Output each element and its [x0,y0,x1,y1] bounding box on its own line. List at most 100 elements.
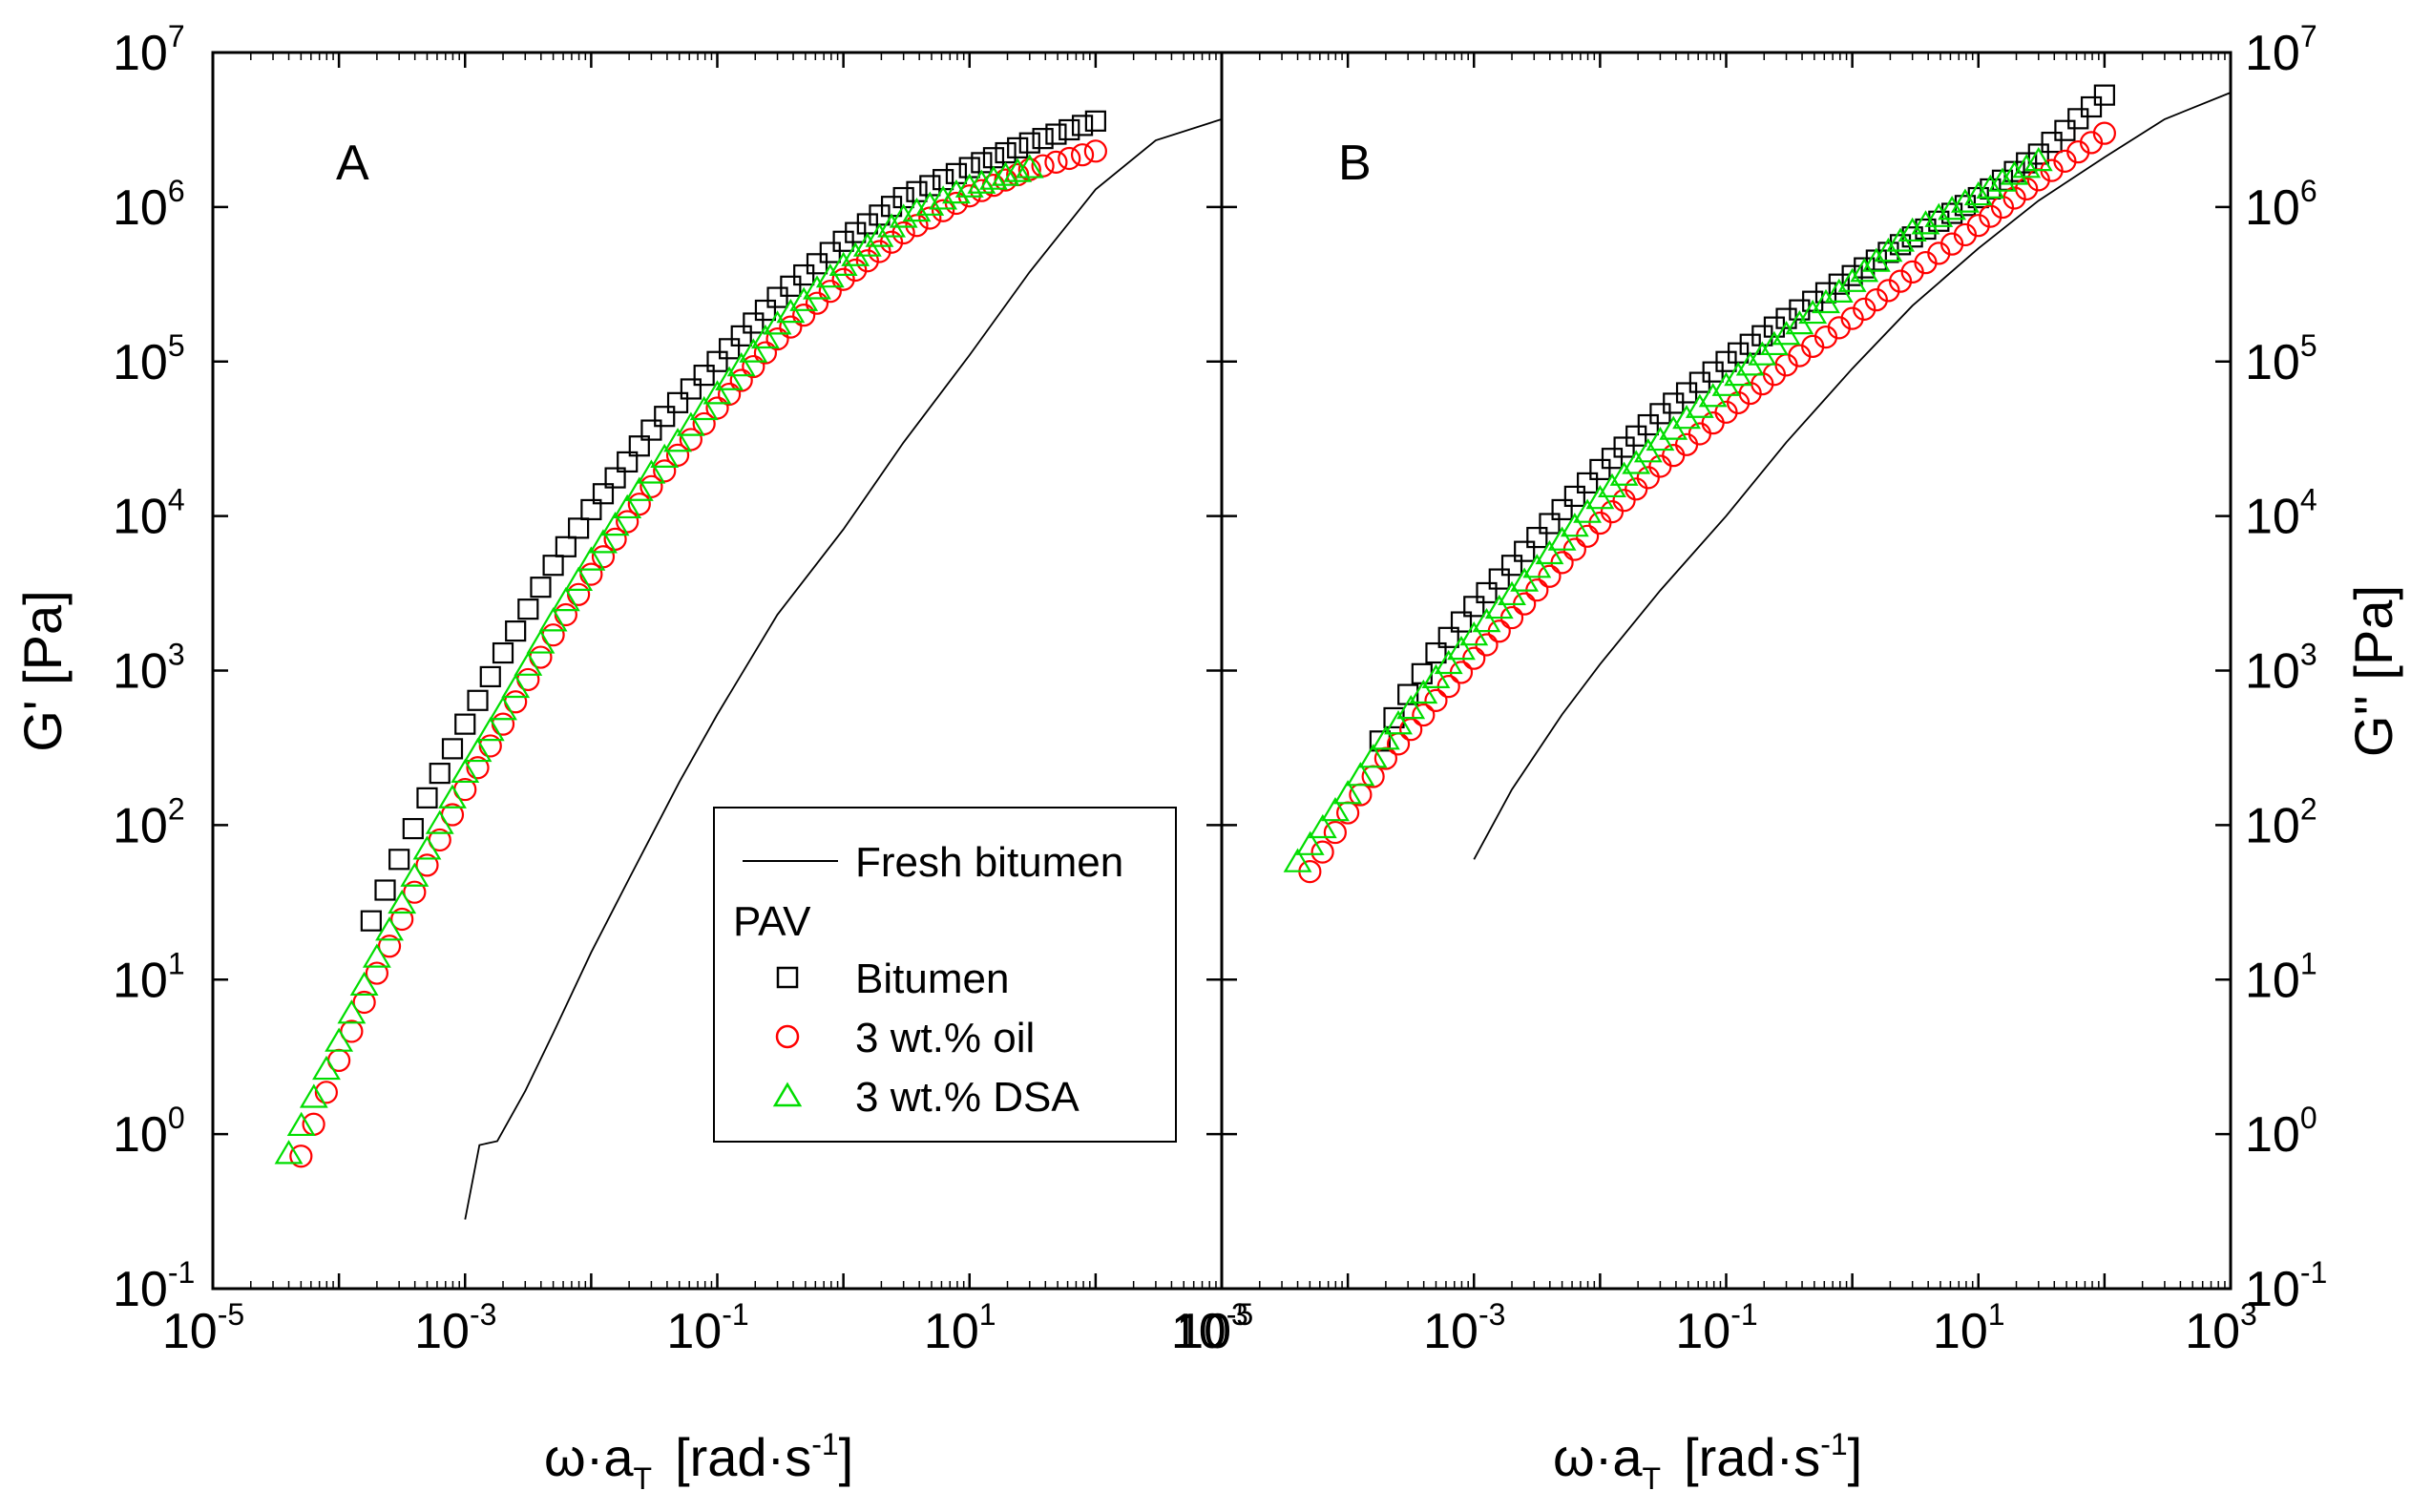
marker-circle-oil [390,907,414,932]
marker-triangle-dsa [902,197,932,222]
marker-square-bitumen [995,141,1017,164]
marker-circle-oil [879,230,904,254]
marker-triangle-dsa [1384,710,1413,735]
marker-triangle-dsa [689,395,719,421]
panel-B-y-axis-title: G'' [Pa] [2343,585,2403,757]
marker-triangle-dsa [286,1111,316,1137]
marker-square-bitumen [530,577,552,598]
marker-square-bitumen [1589,458,1611,480]
marker-circle-oil [1966,214,1990,238]
marker-square-bitumen [580,498,602,521]
marker-triangle-dsa [1547,526,1577,551]
marker-circle-oil [729,368,753,392]
marker-triangle-dsa [739,338,768,363]
marker-triangle-dsa [489,696,517,721]
panel-A: 10-5 10-3 10-1 101 103 10-1 100 101 102 103 104 105… [12,19,1248,1359]
marker-triangle-dsa [2000,160,2029,185]
marker-square-bitumen [806,253,828,275]
marker-triangle-dsa [551,586,580,612]
marker-circle-oil [1070,143,1095,167]
marker-triangle-dsa [803,275,831,300]
marker-triangle-dsa [954,173,984,198]
marker-square-bitumen [1514,540,1536,562]
y-tick-label-left: 106 [113,174,185,236]
marker-triangle-dsa [789,286,819,311]
marker-square-bitumen [640,419,662,441]
marker-triangle-dsa [1622,450,1651,474]
marker-triangle-dsa [763,310,792,335]
marker-triangle-dsa [1484,594,1514,620]
marker-circle-oil [905,214,929,238]
marker-circle-oil [679,428,702,452]
marker-square-bitumen [982,147,1005,169]
marker-triangle-dsa [702,380,732,405]
legend-triangle-swatch [772,1082,803,1107]
marker-triangle-dsa [1358,744,1388,768]
y-tick-label-right: 10-1 [2245,1255,2327,1317]
marker-triangle-dsa [564,566,594,591]
x-tick-label: 103 [1176,1297,1248,1359]
marker-circle-oil [855,249,879,273]
marker-triangle-dsa [2012,154,2042,178]
marker-triangle-dsa [676,411,705,436]
marker-square-bitumen [730,325,752,346]
marker-square-bitumen [2027,143,2049,165]
marker-circle-oil [314,1081,338,1104]
marker-square-bitumen [1059,118,1080,141]
marker-triangle-dsa [1963,180,1993,206]
marker-circle-oil [415,853,439,877]
marker-square-bitumen [1601,448,1624,470]
marker-square-bitumen [1437,626,1459,648]
marker-triangle-dsa [475,716,505,742]
marker-square-bitumen [1500,555,1523,577]
marker-circle-oil [1662,444,1686,468]
marker-triangle-dsa [991,161,1020,186]
marker-square-bitumen [706,350,728,372]
marker-circle-oil [792,304,816,327]
marker-square-bitumen [1071,115,1094,136]
y-tick-label-left: 101 [113,946,185,1008]
marker-circle-oil [1979,204,2002,228]
panel-B-label: B [1338,136,1372,191]
marker-circle-oil [1876,279,1900,303]
marker-circle-oil [1840,306,1864,330]
marker-circle-oil [1625,477,1648,501]
marker-square-bitumen [1551,498,1573,521]
marker-square-bitumen [2080,95,2103,118]
marker-triangle-dsa [1321,797,1350,822]
marker-square-bitumen [754,299,777,322]
marker-triangle-dsa [337,999,367,1024]
marker-square-bitumen [568,517,590,539]
marker-triangle-dsa [967,169,996,194]
marker-triangle-dsa [1472,607,1501,633]
marker-circle-oil [2092,121,2116,145]
y-tick-label-right: 106 [2245,174,2317,236]
marker-triangle-dsa [1421,663,1451,689]
marker-triangle-dsa [538,607,568,632]
marker-circle-oil [1083,139,1107,163]
marker-circle-oil [1310,840,1334,864]
marker-triangle-dsa [889,203,918,228]
marker-circle-oil [868,240,891,263]
marker-triangle-dsa [600,511,630,536]
marker-triangle-dsa [1560,513,1589,537]
y-tick-label-right: 103 [2245,638,2317,700]
x-axis-title-A-text: ω·aT [rad·s-1] [544,1427,853,1496]
marker-square-bitumen [454,713,476,735]
marker-square-bitumen [505,620,527,642]
marker-square-bitumen [971,152,993,174]
marker-circle-oil [718,382,742,407]
marker-triangle-dsa [312,1055,341,1081]
marker-triangle-dsa [388,889,417,914]
marker-circle-oil [1688,422,1711,446]
marker-square-bitumen [388,849,410,871]
marker-triangle-dsa [1522,554,1552,578]
marker-triangle-dsa [463,737,493,763]
marker-triangle-dsa [577,546,606,571]
marker-square-bitumen [693,365,715,387]
y-tick-label-left: 102 [113,791,185,853]
marker-triangle-dsa [514,651,543,676]
marker-square-bitumen [1577,472,1599,494]
marker-square-bitumen [542,555,564,577]
marker-triangle-dsa [1585,485,1615,510]
